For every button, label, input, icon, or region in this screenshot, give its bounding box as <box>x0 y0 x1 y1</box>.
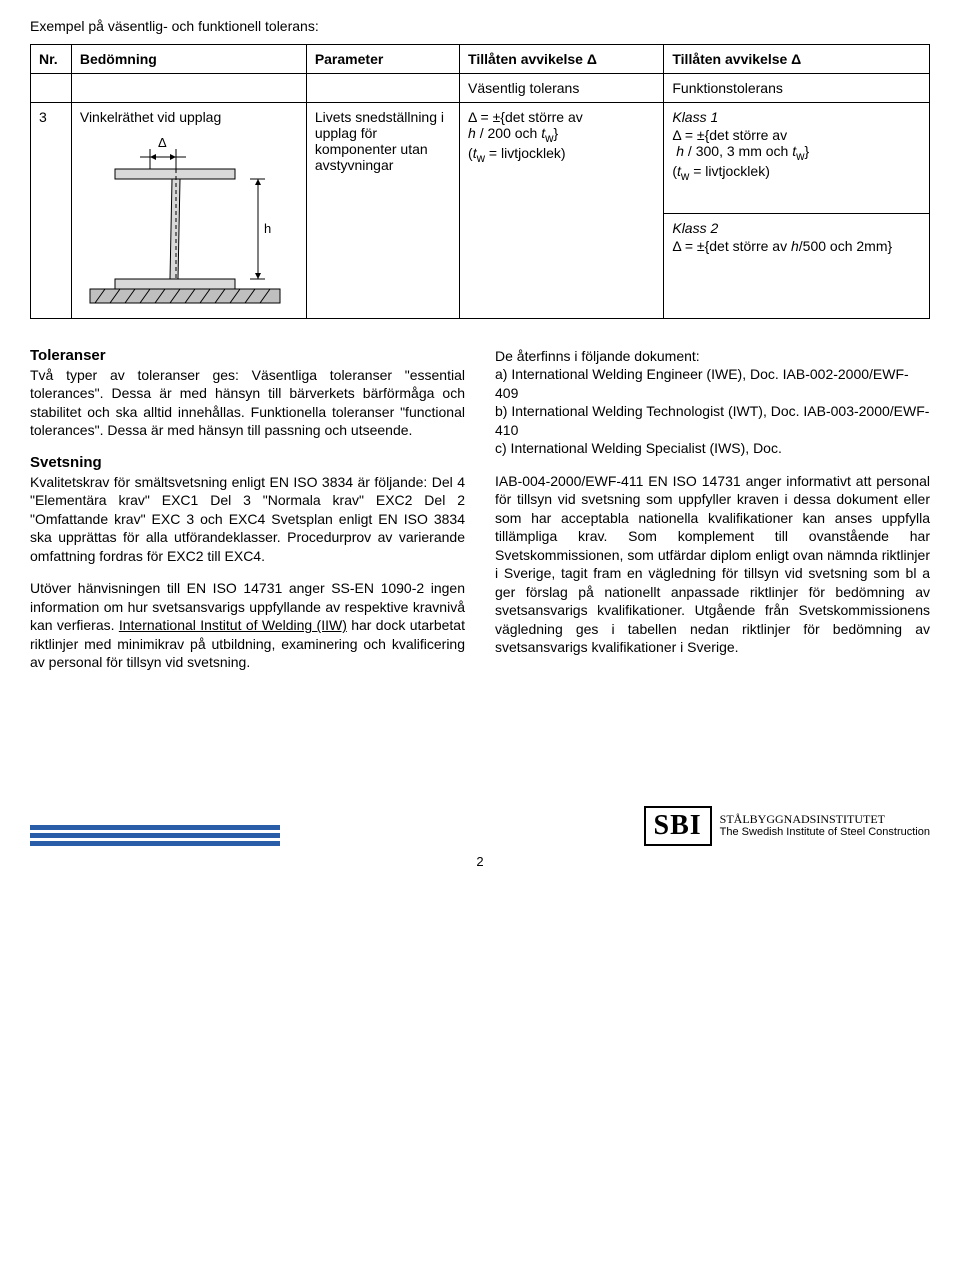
cell-bed: Vinkelräthet vid upplag <box>71 103 306 319</box>
footer-bar <box>30 825 280 830</box>
footer-bar <box>30 841 280 846</box>
doclist-c: c) International Welding Specialist (IWS… <box>495 439 930 457</box>
footer-bars <box>30 825 280 846</box>
k1-l2: h / 300, 3 mm och tw} <box>672 143 921 163</box>
intro-text: Exempel på väsentlig- och funktionell to… <box>30 18 930 34</box>
para-svetsning-2: Utöver hänvisningen till EN ISO 14731 an… <box>30 579 465 671</box>
sub-t2: Funktionstolerans <box>664 74 930 103</box>
sub-bed <box>71 74 306 103</box>
heading-svetsning: Svetsning <box>30 454 465 471</box>
th-t2: Tillåten avvikelse Δ <box>664 45 930 74</box>
heading-toleranser: Toleranser <box>30 347 465 364</box>
th-par: Parameter <box>306 45 459 74</box>
sub-nr <box>31 74 72 103</box>
cell-t1: Δ = ±{det större av h / 200 och tw} (tw … <box>460 103 664 319</box>
table-header-row: Nr. Bedömning Parameter Tillåten avvikel… <box>31 45 930 74</box>
t1-l3: (tw = livtjocklek) <box>468 145 655 165</box>
sbi-logo-box: SBI <box>644 806 712 846</box>
t1-l2: h / 200 och tw} <box>468 125 655 145</box>
para-svetsning-1: Kvalitetskrav för smältsvetsning enligt … <box>30 473 465 565</box>
th-nr: Nr. <box>31 45 72 74</box>
tolerance-table: Nr. Bedömning Parameter Tillåten avvikel… <box>30 44 930 319</box>
t1-l1: Δ = ±{det större av <box>468 109 655 125</box>
doclist-intro: De återfinns i följande dokument: <box>495 347 930 365</box>
th-bed: Bedömning <box>71 45 306 74</box>
doclist-b: b) International Welding Technologist (I… <box>495 402 930 439</box>
sbi-logo-text: STÅLBYGGNADSINSTITUTET The Swedish Insti… <box>720 812 930 840</box>
page-footer: SBI STÅLBYGGNADSINSTITUTET The Swedish I… <box>30 806 930 846</box>
sub-t1: Väsentlig tolerans <box>460 74 664 103</box>
footer-logo: SBI STÅLBYGGNADSINSTITUTET The Swedish I… <box>644 806 931 846</box>
beam-diagram: Δ h <box>80 125 298 312</box>
footer-bar <box>30 833 280 838</box>
sbi-line2: The Swedish Institute of Steel Construct… <box>720 826 930 839</box>
p3-underline: International Institut of Welding (IIW) <box>119 617 347 633</box>
right-column: De återfinns i följande dokument: a) Int… <box>495 347 930 686</box>
diagram-delta-label: Δ <box>158 135 167 150</box>
sub-par <box>306 74 459 103</box>
para-right-2: IAB-004-2000/EWF-411 EN ISO 14731 anger … <box>495 472 930 657</box>
k2-l1: Δ = ±{det större av h/500 och 2mm} <box>672 238 921 254</box>
page-number: 2 <box>30 854 930 869</box>
left-column: Toleranser Två typer av toleranser ges: … <box>30 347 465 686</box>
klass2-label: Klass 2 <box>672 220 921 236</box>
doclist-a: a) International Welding Engineer (IWE),… <box>495 365 930 402</box>
klass1-label: Klass 1 <box>672 109 921 125</box>
table-subhead-row: Väsentlig tolerans Funktionstolerans <box>31 74 930 103</box>
bed-label: Vinkelräthet vid upplag <box>80 109 298 125</box>
th-t1: Tillåten avvikelse Δ <box>460 45 664 74</box>
table-data-row: 3 Vinkelräthet vid upplag <box>31 103 930 319</box>
sbi-line1: STÅLBYGGNADSINSTITUTET <box>720 812 930 826</box>
diagram-h-label: h <box>264 221 271 236</box>
para-doclist: De återfinns i följande dokument: a) Int… <box>495 347 930 458</box>
content-columns: Toleranser Två typer av toleranser ges: … <box>30 347 930 686</box>
cell-nr: 3 <box>31 103 72 319</box>
k1-l1: Δ = ±{det större av <box>672 127 921 143</box>
para-toleranser: Två typer av toleranser ges: Väsentliga … <box>30 366 465 440</box>
k1-l3: (tw = livtjocklek) <box>672 163 921 183</box>
cell-t2: Klass 1 Δ = ±{det större av h / 300, 3 m… <box>664 103 930 319</box>
cell-par: Livets snedställning i upplag för kompon… <box>306 103 459 319</box>
